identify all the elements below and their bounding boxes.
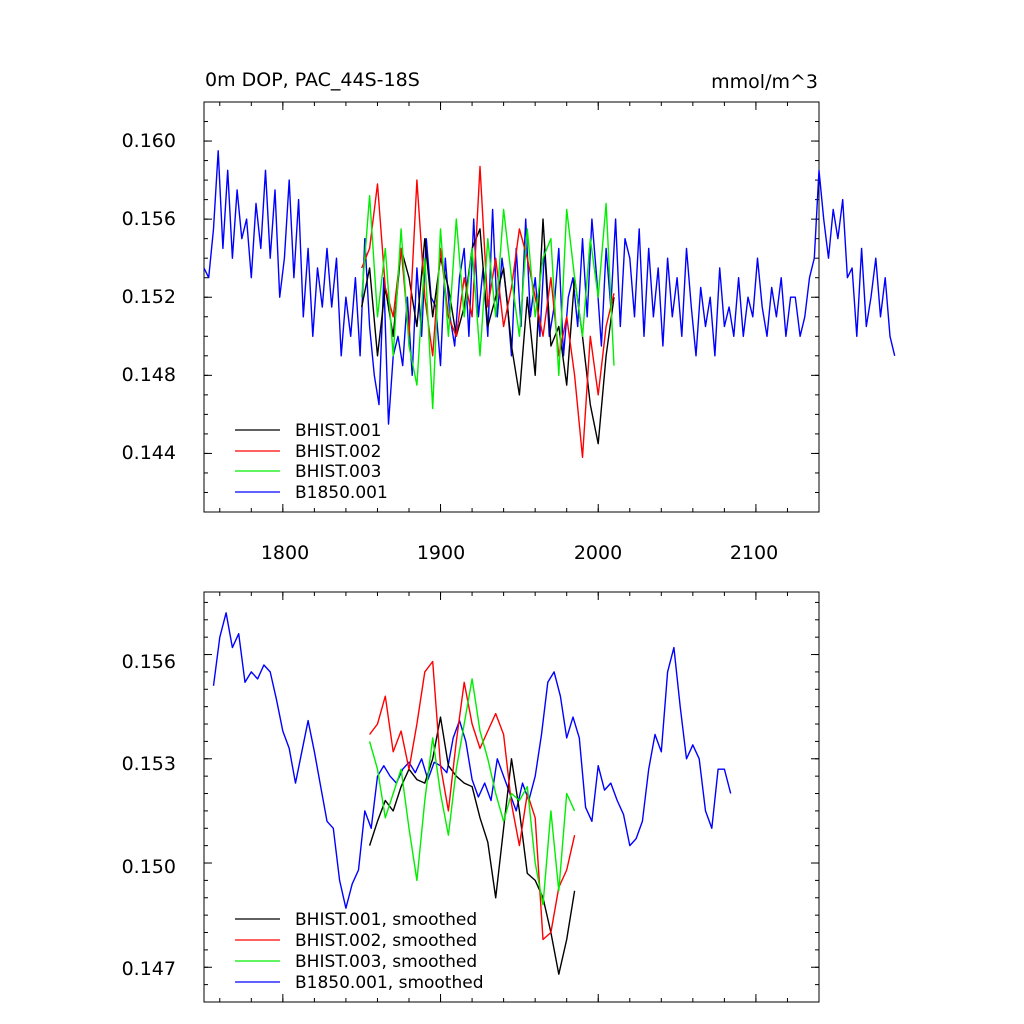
top-y-tick-labels: 0.144 0.148 0.152 0.156 0.160 xyxy=(122,130,176,464)
bottom-series-group xyxy=(212,612,732,975)
top-plot-frame xyxy=(203,101,820,513)
top-ytick-label: 0.160 xyxy=(122,130,176,152)
series-line-bhist-003-smoothed xyxy=(368,678,576,906)
bottom-axis-ticks xyxy=(204,592,820,1003)
top-xtick-label: 2000 xyxy=(574,542,622,564)
legend-label-b1850001: B1850.001 xyxy=(295,483,388,503)
series-line-bhist-002-smoothed xyxy=(369,660,576,941)
top-xtick-label: 1800 xyxy=(261,542,309,564)
bottom-ytick-label: 0.147 xyxy=(122,958,176,980)
legend-label-bhist003-smoothed: BHIST.003, smoothed xyxy=(295,952,477,972)
legend-label-b1850001-smoothed: B1850.001, smoothed xyxy=(295,973,484,993)
legend-label-bhist001-smoothed: BHIST.001, smoothed xyxy=(295,910,477,930)
top-legend: BHIST.001 BHIST.002 BHIST.003 B1850.001 xyxy=(235,421,388,503)
bottom-ytick-label: 0.153 xyxy=(122,753,176,775)
top-plot-units: mmol/m^3 xyxy=(711,71,818,93)
series-line-bhist-003 xyxy=(361,194,615,410)
legend-label-bhist002: BHIST.002 xyxy=(295,442,381,462)
top-series-group xyxy=(203,150,896,458)
bottom-y-tick-labels: 0.147 0.150 0.153 0.156 xyxy=(122,651,176,980)
series-line-b1850-001 xyxy=(203,150,896,425)
legend-label-bhist002-smoothed: BHIST.002, smoothed xyxy=(295,931,477,951)
bottom-plot-frame xyxy=(203,591,820,1003)
series-line-b1850-001-smoothed xyxy=(212,612,732,909)
top-x-tick-labels: 1800 1900 2000 2100 xyxy=(261,542,778,564)
top-xtick-label: 2100 xyxy=(730,542,778,564)
top-ytick-label: 0.148 xyxy=(122,364,176,386)
top-ytick-label: 0.156 xyxy=(122,208,176,230)
bottom-ytick-label: 0.150 xyxy=(122,856,176,878)
legend-label-bhist003: BHIST.003 xyxy=(295,462,381,482)
top-ytick-label: 0.144 xyxy=(122,442,176,464)
top-axis-ticks xyxy=(204,101,820,513)
bottom-legend: BHIST.001, smoothed BHIST.002, smoothed … xyxy=(235,910,484,993)
top-ytick-label: 0.152 xyxy=(122,286,176,308)
legend-label-bhist001: BHIST.001 xyxy=(295,421,381,441)
top-plot-title: 0m DOP, PAC_44S-18S xyxy=(205,69,420,91)
top-xtick-label: 1900 xyxy=(417,542,465,564)
bottom-ytick-label: 0.156 xyxy=(122,651,176,673)
